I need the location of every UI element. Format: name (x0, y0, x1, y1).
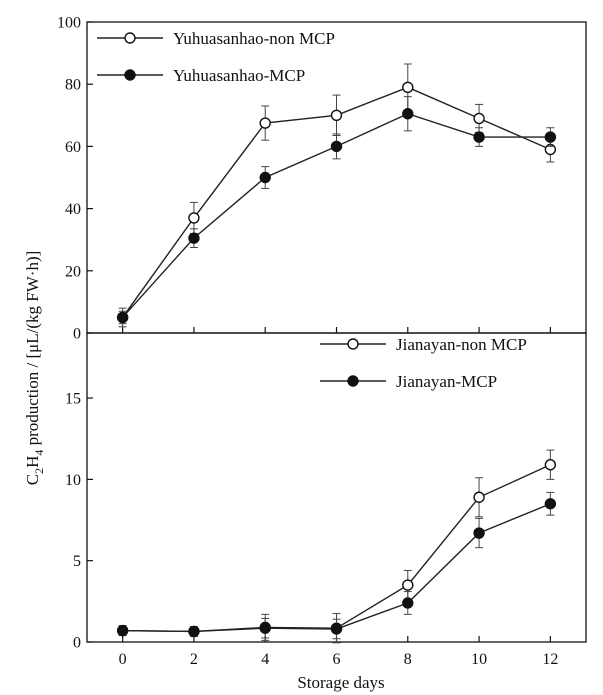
panel-2-frame (86, 332, 587, 643)
y-axis-title-h-subscript: 4 (32, 450, 46, 456)
x-tick-label: 0 (119, 651, 127, 668)
y-tick-label: 40 (65, 201, 81, 218)
series-line (122, 503, 551, 633)
series-non-mcp-panel-1 (116, 63, 557, 328)
data-point (402, 108, 414, 120)
data-point (402, 597, 414, 609)
legend-label: Jianayan-non MCP (396, 335, 527, 354)
data-point (544, 498, 557, 510)
y-tick-label: 5 (73, 553, 81, 570)
x-tick-label: 8 (404, 651, 412, 668)
data-point (544, 131, 557, 143)
y-tick-label: 0 (73, 635, 81, 652)
y-axis-title: C2H4 production / [μL/(kg FW·h)] (23, 251, 46, 486)
series-line (122, 464, 551, 633)
data-point (330, 140, 343, 153)
legend-marker (347, 338, 359, 350)
data-point (402, 81, 414, 94)
legend-label: Jianayan-MCP (396, 372, 497, 391)
y-axis-title-h: H (23, 456, 42, 468)
y-axis-title-c: C (23, 474, 42, 485)
legend-label: Yuhuasanhao-non MCP (173, 29, 335, 48)
data-point (116, 624, 129, 637)
y-axis-title-rest: production / [μL/(kg FW·h)] (23, 251, 42, 450)
y-axis-title-c-subscript: 2 (32, 468, 46, 474)
series-mcp-panel-1 (116, 96, 557, 325)
legend-marker (347, 375, 359, 387)
y-tick-label: 80 (65, 77, 81, 94)
y-tick-label: 15 (65, 391, 81, 408)
data-point (188, 212, 200, 224)
legend-marker (124, 32, 136, 44)
y-tick-label: 60 (65, 139, 81, 156)
x-tick-label: 10 (471, 651, 487, 668)
data-point (188, 232, 200, 244)
data-point (473, 112, 485, 125)
x-tick-label: 2 (190, 651, 198, 668)
data-point (544, 459, 557, 471)
legend-entry: Jianayan-non MCP (320, 335, 527, 354)
data-point (259, 622, 271, 634)
data-point (259, 117, 271, 129)
x-tick-label: 12 (542, 651, 558, 668)
y-tick-label: 20 (65, 263, 81, 280)
x-tick-label: 4 (261, 651, 269, 668)
data-point (330, 109, 343, 122)
legend-entry: Jianayan-MCP (320, 372, 497, 391)
legend-marker (124, 69, 136, 81)
x-tick-label: 6 (333, 651, 341, 668)
data-point (259, 171, 271, 184)
y-tick-label: 10 (65, 472, 81, 489)
x-axis-title: Storage days (297, 673, 384, 692)
legend-entry: Yuhuasanhao-non MCP (97, 29, 335, 48)
data-point (473, 131, 485, 143)
data-point (402, 579, 414, 591)
data-point (188, 625, 200, 638)
data-point (116, 311, 129, 324)
panel-1: 0 20 40 60 80 100 Yuhuasanhao-non MCP Yuhuasanh… (57, 15, 587, 343)
legend-label: Yuhuasanhao-MCP (173, 66, 305, 85)
panel-2: 0 5 10 15 0 2 4 6 8 10 12 Jianayan-non MCP Jianayan-… (65, 332, 587, 668)
panel-1-frame (86, 21, 587, 334)
series-non-mcp-panel-2 (116, 449, 557, 644)
data-point (330, 623, 343, 635)
series-mcp-panel-2 (116, 491, 557, 640)
legend-entry: Yuhuasanhao-MCP (97, 66, 305, 85)
data-point (473, 527, 485, 539)
y-tick-label: 0 (73, 326, 81, 343)
y-tick-label: 100 (57, 15, 81, 32)
data-point (473, 491, 485, 503)
